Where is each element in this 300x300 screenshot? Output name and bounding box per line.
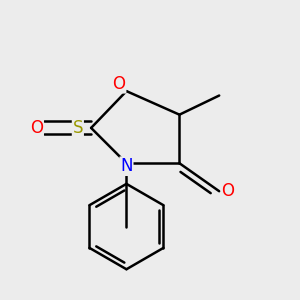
Text: O: O — [221, 182, 235, 200]
Text: N: N — [120, 157, 133, 175]
Text: O: O — [30, 119, 43, 137]
Text: S: S — [73, 119, 83, 137]
Text: O: O — [112, 75, 126, 93]
